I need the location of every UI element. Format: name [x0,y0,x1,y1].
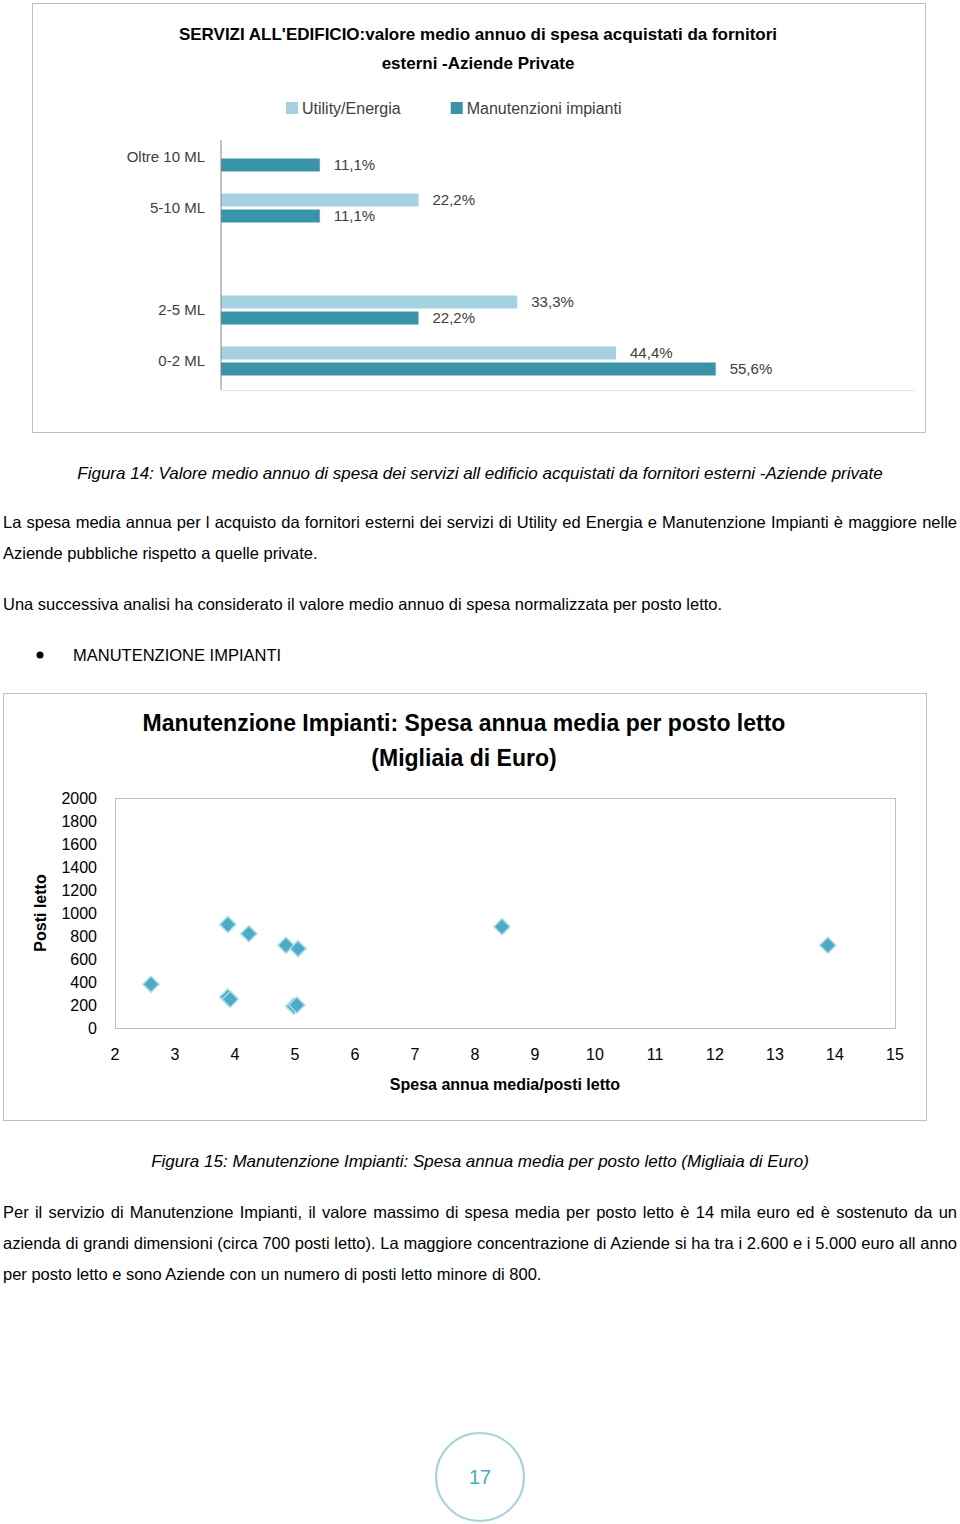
y-tick-label: 2000 [61,790,97,807]
y-tick-label: 1400 [61,859,97,876]
bullet-dot [37,652,44,659]
chart-title: SERVIZI ALL'EDIFICIO:valore medio annuo … [158,20,798,78]
legend-swatch [286,102,298,114]
chart-frame [4,694,927,1121]
scatter-point [289,997,305,1013]
scatter-point [820,937,836,953]
legend-swatch [451,102,463,114]
category-label: Oltre 10 ML [127,148,205,165]
x-tick-label: 8 [471,1046,480,1063]
x-tick-label: 3 [171,1046,180,1063]
paragraph: Per il servizio di Manutenzione Impianti… [3,1197,957,1290]
data-label: 22,2% [433,309,476,326]
data-label: 11,1% [334,207,375,224]
data-label: 11,1% [334,156,375,173]
chart-title: Manutenzione Impianti: Spesa annua media… [94,706,834,776]
bars [221,159,716,376]
x-tick-label: 6 [351,1046,360,1063]
data-labels: 22,2% 33,3% 44,4% 11,1% 11,1% 22,2% 55,6% [334,156,772,377]
x-tick-label: 2 [111,1046,120,1063]
plot-frame [116,799,896,1029]
paragraph: Una successiva analisi ha considerato il… [3,589,957,620]
bar [221,347,616,360]
x-tick-label: 10 [586,1046,604,1063]
y-tick-label: 600 [70,951,97,968]
scatter-point [494,919,510,935]
y-tick-label: 1600 [61,836,97,853]
y-axis-label: Posti letto [32,874,49,952]
bullet-text: MANUTENZIONE IMPIANTI [73,640,281,671]
y-tick-label: 1000 [61,905,97,922]
value-axis-line [221,390,915,391]
bar [221,296,517,309]
paragraph: La spesa media annua per l acquisto da f… [3,507,957,569]
bar [221,194,419,207]
scatter-point [241,926,257,942]
legend-label: Manutenzioni impianti [467,100,622,117]
x-tick-label: 4 [231,1046,240,1063]
x-tick-label: 7 [411,1046,420,1063]
scatter-point [290,941,306,957]
chart-frame [33,4,926,433]
category-label: 0-2 ML [158,352,205,369]
y-tick-label: 200 [70,997,97,1014]
data-label: 22,2% [433,191,476,208]
points [143,917,836,1015]
x-axis-label: Spesa annua media/posti letto [390,1076,621,1093]
category-label: 5-10 ML [150,199,205,216]
scatter-point [143,976,159,992]
bar [221,312,419,325]
category-axis-line [221,140,222,390]
data-label: 33,3% [531,293,574,310]
scatter-point [222,991,238,1007]
x-tick-label: 15 [886,1046,904,1063]
page-number: 17 [469,1466,491,1488]
bar [221,210,320,223]
scatter-point [220,917,236,933]
figure-caption: Figura 14: Valore medio annuo di spesa d… [0,458,960,489]
y-tick-label: 400 [70,974,97,991]
x-tick-label: 14 [826,1046,844,1063]
page-number-circle [436,1433,524,1521]
y-tick-label: 800 [70,928,97,945]
x-tick-label: 9 [531,1046,540,1063]
y-tick-label: 1800 [61,813,97,830]
data-label: 44,4% [630,344,673,361]
data-label: 55,6% [730,360,773,377]
x-tick-label: 12 [706,1046,724,1063]
y-tick-label: 1200 [61,882,97,899]
category-label: 2-5 ML [158,301,205,318]
legend-label: Utility/Energia [302,100,401,117]
bar [221,159,320,172]
x-tick-label: 5 [291,1046,300,1063]
bar [221,363,716,376]
figure-caption: Figura 15: Manutenzione Impianti: Spesa … [0,1146,960,1177]
y-tick-label: 0 [88,1020,97,1037]
x-tick-label: 11 [647,1046,664,1063]
x-tick-label: 13 [766,1046,784,1063]
